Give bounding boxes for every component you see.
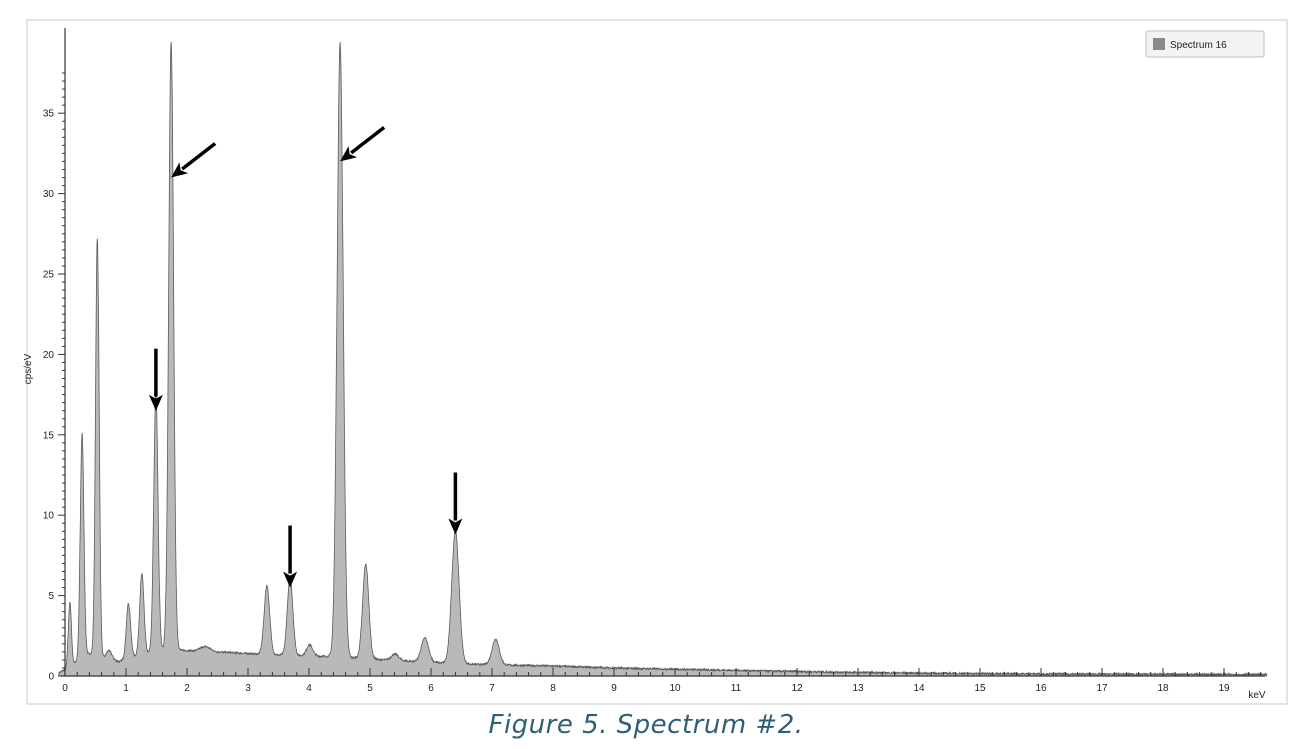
x-tick-label: 18 [1157, 683, 1169, 694]
y-tick-label: 20 [43, 350, 55, 361]
x-tick-label: 14 [913, 683, 925, 694]
annotation-arrow [148, 348, 163, 411]
x-tick-label: 19 [1218, 683, 1230, 694]
x-tick-label: 13 [852, 683, 864, 694]
annotation-arrow [283, 525, 298, 588]
x-tick-label: 10 [669, 683, 681, 694]
annotation-arrow [171, 142, 217, 178]
y-tick-label: 15 [43, 430, 55, 441]
annotation-arrows [148, 126, 463, 588]
y-tick-label: 30 [43, 189, 55, 200]
annotation-arrow [340, 126, 386, 162]
x-tick-label: 9 [611, 683, 617, 694]
x-axis-label: keV [1248, 690, 1266, 701]
x-tick-label: 2 [184, 683, 190, 694]
x-tick-label: 7 [489, 683, 495, 694]
x-tick-label: 3 [245, 683, 251, 694]
x-tick-label: 5 [367, 683, 373, 694]
x-tick-label: 12 [791, 683, 803, 694]
x-tick-label: 17 [1096, 683, 1108, 694]
x-tick-label: 6 [428, 683, 434, 694]
x-tick-label: 8 [550, 683, 556, 694]
x-tick-label: 4 [306, 683, 312, 694]
y-tick-label: 5 [48, 591, 54, 602]
y-tick-label: 25 [43, 270, 55, 281]
figure-caption: Figure 5. Spectrum #2. [488, 710, 804, 740]
y-tick-label: 10 [43, 511, 55, 522]
y-tick-label: 35 [43, 109, 55, 120]
y-axis-label: cps/eV [23, 353, 34, 384]
x-tick-label: 16 [1035, 683, 1047, 694]
y-tick-label: 0 [48, 672, 54, 683]
legend-entry-spectrum: Spectrum 16 [1170, 40, 1227, 51]
legend: Spectrum 16 [1145, 30, 1265, 58]
x-tick-label: 1 [123, 683, 129, 694]
legend-swatch [1153, 38, 1165, 50]
x-tick-label: 0 [62, 683, 68, 694]
x-tick-label: 11 [731, 683, 742, 694]
legend-box [1145, 30, 1265, 58]
chart-frame [26, 19, 1288, 705]
annotation-arrow [448, 472, 463, 535]
x-tick-label: 15 [974, 683, 986, 694]
